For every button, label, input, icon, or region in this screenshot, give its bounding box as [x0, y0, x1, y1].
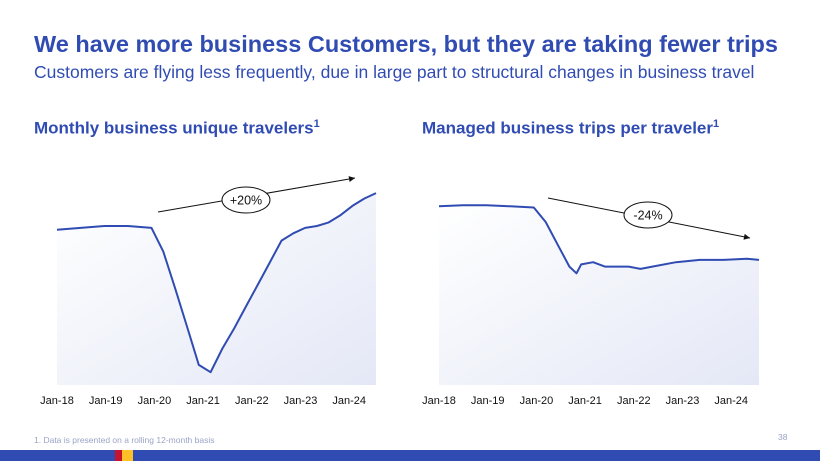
- x-tick-label: Jan-22: [617, 395, 651, 407]
- chart-title-right: Managed business trips per traveler1: [422, 118, 719, 139]
- brand-stripe-segment: [122, 450, 133, 461]
- brand-stripe-segment: [133, 450, 820, 461]
- x-tick-label: Jan-23: [284, 395, 318, 407]
- x-tick-label: Jan-18: [40, 395, 74, 407]
- trend-arrow-head: [348, 176, 355, 182]
- chart-title-left: Monthly business unique travelers1: [34, 118, 320, 139]
- x-tick-label: Jan-22: [235, 395, 269, 407]
- x-tick-label: Jan-24: [332, 395, 366, 407]
- chart-title-left-text: Monthly business unique travelers: [34, 118, 314, 138]
- x-tick-label: Jan-18: [422, 395, 456, 407]
- series-line: [438, 204, 760, 275]
- brand-stripe-segment: [0, 450, 115, 461]
- annotation-label: +20%: [230, 194, 262, 208]
- page-number: 38: [778, 432, 788, 442]
- x-tick-label: Jan-24: [714, 395, 748, 407]
- x-tick-label: Jan-23: [666, 395, 700, 407]
- x-tick-label: Jan-19: [89, 395, 123, 407]
- page-subtitle: Customers are flying less frequently, du…: [34, 62, 755, 82]
- x-tick-label: Jan-21: [186, 395, 220, 407]
- brand-stripe-segment: [115, 450, 122, 461]
- footnote: 1. Data is presented on a rolling 12-mon…: [34, 435, 215, 445]
- chart-trips-per-traveler: -24% Jan-18 Jan-19 Jan-20 Jan-21 Jan-22 Jan-23…: [422, 197, 760, 407]
- x-tick-label: Jan-20: [520, 395, 554, 407]
- chart-unique-travelers: +20% Jan-18 Jan-19 Jan-20 Jan-21 Jan-22 Jan-23…: [40, 176, 377, 407]
- area-fill: [439, 205, 759, 385]
- series-line: [56, 192, 377, 374]
- page-title: We have more business Customers, but the…: [34, 31, 778, 57]
- x-tick-label: Jan-20: [138, 395, 172, 407]
- chart-title-right-superscript: 1: [713, 118, 720, 130]
- trend-arrow-head: [743, 233, 750, 240]
- annotation-bubble: [623, 201, 673, 229]
- x-tick-label: Jan-19: [471, 395, 505, 407]
- brand-stripe-bar: [0, 450, 820, 461]
- annotation-bubble: [221, 186, 271, 214]
- annotation-label: -24%: [633, 209, 662, 223]
- chart-title-right-text: Managed business trips per traveler: [422, 118, 713, 138]
- area-fill: [57, 193, 376, 385]
- x-tick-label: Jan-21: [568, 395, 602, 407]
- chart-title-left-superscript: 1: [313, 118, 320, 130]
